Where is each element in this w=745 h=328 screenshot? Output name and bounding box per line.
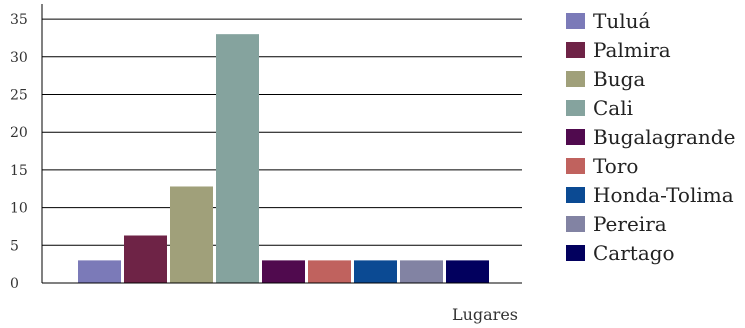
- axes: [41, 4, 522, 284]
- y-tick-label: 0: [10, 276, 19, 292]
- legend-swatch: [566, 157, 585, 174]
- y-tick-label: 25: [10, 87, 28, 103]
- y-tick-label: 10: [10, 201, 28, 217]
- legend-label: Cali: [593, 95, 634, 120]
- legend: Tuluá Palmira Buga Cali Bugalagrande Toro Hond…: [566, 6, 735, 267]
- legend-swatch: [566, 70, 585, 87]
- bar-cali: [216, 34, 259, 283]
- x-axis-label: Lugares: [452, 305, 518, 324]
- legend-item: Honda-Tolima: [566, 180, 735, 209]
- y-tick-label: 30: [10, 50, 28, 66]
- legend-swatch: [566, 128, 585, 145]
- legend-swatch: [566, 41, 585, 58]
- legend-label: Tuluá: [593, 8, 651, 33]
- bar-chart: 0 5 10 15 20 25 30 35 Lugares: [10, 4, 522, 324]
- legend-item: Cartago: [566, 238, 735, 267]
- bar-buga: [170, 186, 213, 283]
- legend-swatch: [566, 99, 585, 116]
- bar-tulu-: [78, 260, 121, 283]
- legend-item: Tuluá: [566, 6, 735, 35]
- y-tick-label: 15: [10, 163, 28, 179]
- legend-label: Toro: [593, 153, 639, 178]
- bars: [78, 34, 489, 283]
- legend-label: Buga: [593, 66, 646, 91]
- legend-swatch: [566, 215, 585, 232]
- legend-swatch: [566, 12, 585, 29]
- bar-palmira: [124, 235, 167, 283]
- bar-cartago: [446, 260, 489, 283]
- legend-item: Pereira: [566, 209, 735, 238]
- y-tick-label: 35: [10, 12, 28, 28]
- y-tick-label: 5: [10, 238, 19, 254]
- y-tick-label: 20: [10, 125, 28, 141]
- gridlines: [42, 18, 522, 246]
- legend-label: Pereira: [593, 211, 667, 236]
- legend-label: Palmira: [593, 37, 671, 62]
- legend-swatch: [566, 244, 585, 261]
- legend-item: Bugalagrande: [566, 122, 735, 151]
- legend-label: Cartago: [593, 240, 675, 265]
- y-tick-labels: 0 5 10 15 20 25 30 35: [10, 12, 28, 292]
- legend-item: Toro: [566, 151, 735, 180]
- bar-toro: [308, 260, 351, 283]
- bar-pereira: [400, 260, 443, 283]
- legend-item: Cali: [566, 93, 735, 122]
- legend-item: Buga: [566, 64, 735, 93]
- legend-label: Bugalagrande: [593, 124, 736, 149]
- bar-bugalagrande: [262, 260, 305, 283]
- legend-label: Honda-Tolima: [593, 182, 734, 207]
- bar-honda-tolima: [354, 260, 397, 283]
- legend-swatch: [566, 186, 585, 203]
- legend-item: Palmira: [566, 35, 735, 64]
